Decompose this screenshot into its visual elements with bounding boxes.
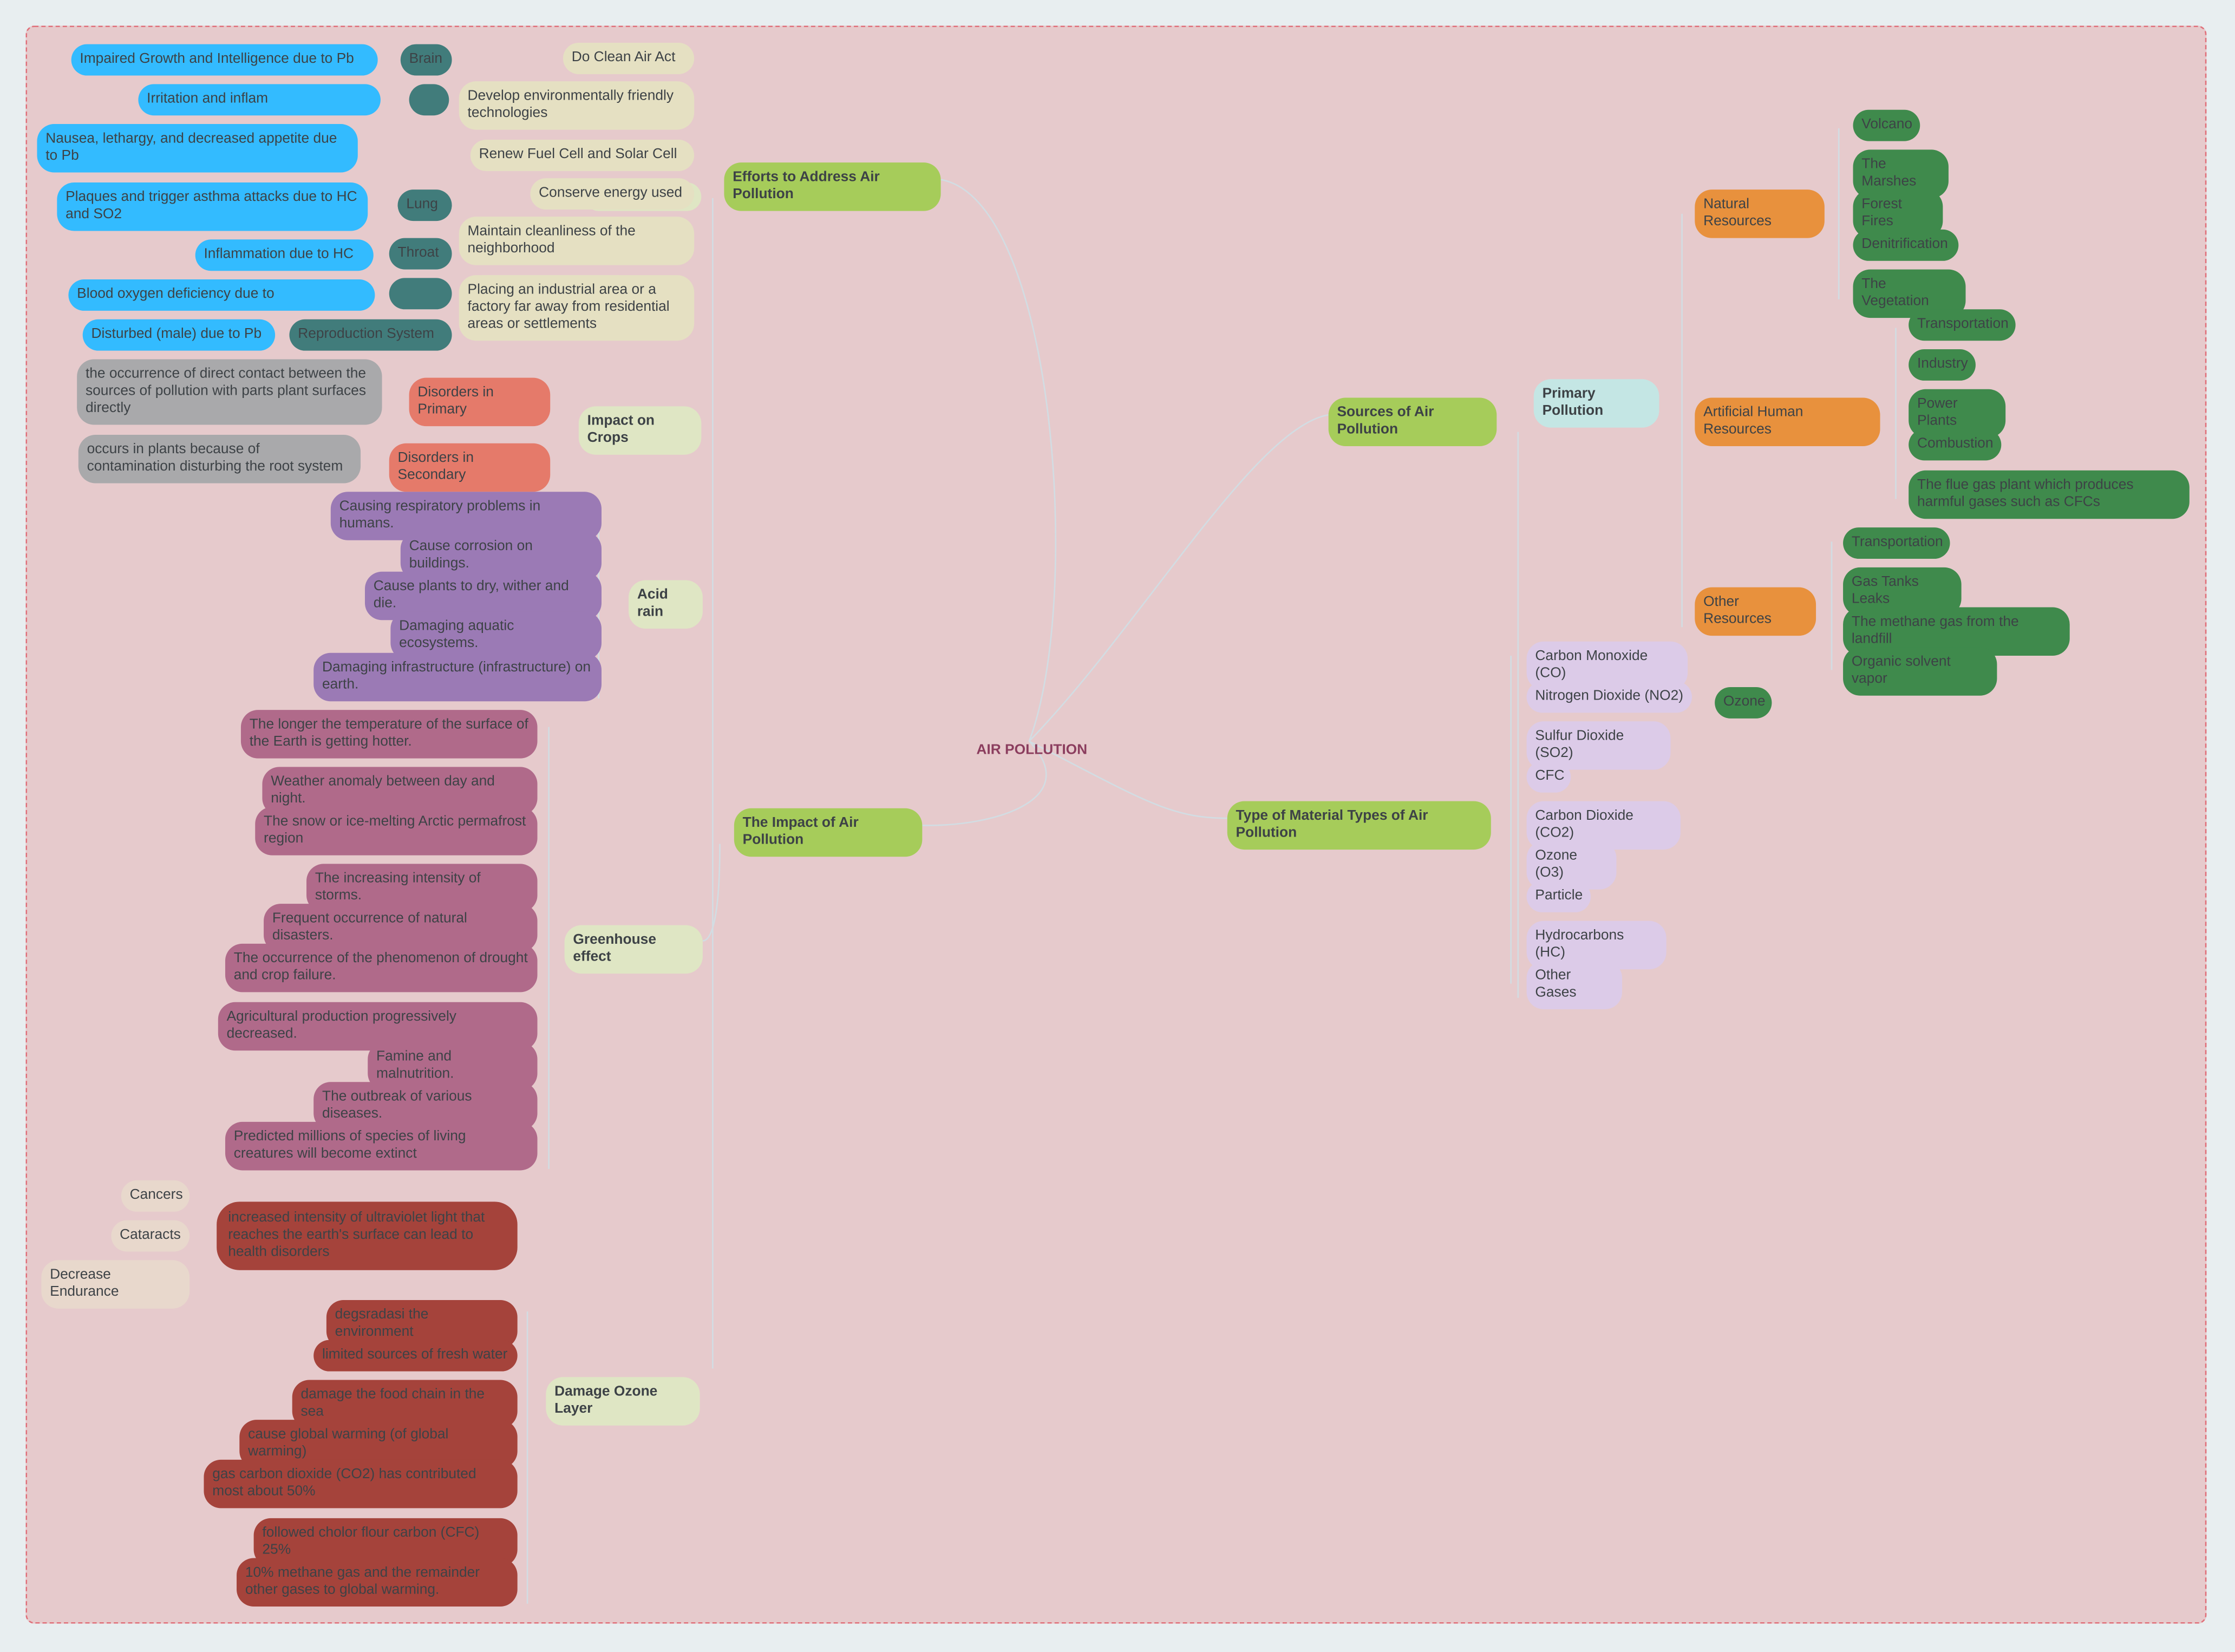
crop-desc-node[interactable]: the occurrence of direct contact between… [77, 359, 382, 425]
greenhouse-item[interactable]: The snow or ice-melting Arctic permafros… [255, 807, 538, 856]
organ-node-brain[interactable]: Brain [400, 44, 452, 76]
health-effect-node[interactable]: Plaques and trigger asthma attacks due t… [57, 182, 368, 231]
acid-rain-item[interactable]: Damaging aquatic ecosystems. [390, 611, 602, 660]
health-effect-node[interactable]: Irritation and inflam [138, 84, 381, 116]
effort-node[interactable]: Conserve energy used [530, 178, 695, 210]
organ-node-reproduction[interactable]: Reproduction System [289, 319, 452, 351]
uv-node[interactable]: increased intensity of ultraviolet light… [217, 1202, 518, 1270]
organ-node[interactable] [409, 84, 449, 116]
natural-item[interactable]: The Marshes [1853, 149, 1949, 198]
ozone-type-child[interactable]: Ozone [1715, 687, 1772, 719]
artificial-item[interactable]: Combustion [1909, 429, 2002, 461]
artificial-item[interactable]: Industry [1909, 349, 1976, 381]
organ-node-lung[interactable]: Lung [397, 190, 452, 221]
type-item[interactable]: CFC [1526, 761, 1571, 793]
effort-node[interactable]: Placing an industrial area or a factory … [459, 275, 695, 341]
natural-item[interactable]: Volcano [1853, 109, 1920, 141]
organ-node-throat[interactable]: Throat [389, 238, 452, 270]
greenhouse-branch-node[interactable]: Greenhouse effect [564, 925, 703, 974]
artificial-item[interactable]: Transportation [1909, 309, 2016, 341]
primary-pollution-node[interactable]: Primary Pollution [1533, 379, 1659, 428]
ozone-item[interactable]: limited sources of fresh water [313, 1340, 518, 1372]
health-effect-node[interactable]: Nausea, lethargy, and decreased appetite… [37, 124, 358, 173]
types-branch-node[interactable]: Type of Material Types of Air Pollution [1227, 801, 1491, 850]
greenhouse-item[interactable]: Predicted millions of species of living … [225, 1121, 538, 1171]
uv-effect-node[interactable]: Decrease Endurance [41, 1260, 190, 1309]
other-item[interactable]: Transportation [1843, 527, 1950, 559]
ozone-branch-node[interactable]: Damage Ozone Layer [546, 1377, 700, 1426]
artificial-item[interactable]: The flue gas plant which produces harmfu… [1909, 470, 2190, 519]
efforts-branch-node[interactable]: Efforts to Address Air Pollution [724, 162, 941, 211]
artificial-resources-node[interactable]: Artificial Human Resources [1695, 397, 1880, 447]
crop-primary-node[interactable]: Disorders in Primary [409, 377, 551, 427]
natural-item[interactable]: Denitrification [1853, 229, 1959, 261]
effort-node[interactable]: Maintain cleanliness of the neighborhood [459, 217, 695, 265]
effort-node[interactable]: Do Clean Air Act [563, 42, 695, 74]
other-item[interactable]: Organic solvent vapor [1843, 647, 1997, 696]
effort-node[interactable]: Develop environmentally friendly technol… [459, 81, 695, 130]
type-item[interactable]: Other Gases [1526, 961, 1623, 1009]
crop-desc-node[interactable]: occurs in plants because of contaminatio… [78, 434, 361, 484]
impact-branch-node[interactable]: The Impact of Air Pollution [734, 808, 923, 857]
natural-resources-node[interactable]: Natural Resources [1695, 190, 1825, 238]
effort-node[interactable]: Renew Fuel Cell and Solar Cell [470, 140, 695, 171]
ozone-item[interactable]: 10% methane gas and the remainder other … [237, 1558, 518, 1607]
uv-effect-node[interactable]: Cataracts [111, 1220, 190, 1252]
type-item[interactable]: Particle [1526, 881, 1591, 912]
health-effect-node[interactable]: Disturbed (male) due to Pb [82, 319, 276, 351]
central-topic[interactable]: AIR POLLUTION [976, 742, 1088, 759]
uv-effect-node[interactable]: Cancers [121, 1180, 190, 1212]
organ-node[interactable] [389, 278, 452, 310]
other-resources-node[interactable]: Other Resources [1695, 587, 1816, 636]
ozone-item[interactable]: gas carbon dioxide (CO2) has contributed… [204, 1459, 518, 1509]
health-effect-node[interactable]: Impaired Growth and Intelligence due to … [71, 44, 378, 76]
greenhouse-item[interactable]: The occurrence of the phenomenon of drou… [225, 943, 538, 992]
greenhouse-item[interactable]: The longer the temperature of the surfac… [240, 710, 538, 759]
health-effect-node[interactable]: Blood oxygen deficiency due to [68, 279, 375, 311]
type-item[interactable]: Nitrogen Dioxide (NO2) [1526, 681, 1692, 713]
acid-rain-branch-node[interactable]: Acid rain [629, 580, 703, 629]
acid-rain-item[interactable]: Damaging infrastructure (infrastructure)… [313, 652, 602, 702]
crop-secondary-node[interactable]: Disorders in Secondary [389, 443, 551, 492]
crops-branch-node[interactable]: Impact on Crops [578, 406, 702, 455]
sources-branch-node[interactable]: Sources of Air Pollution [1328, 397, 1497, 447]
health-effect-node[interactable]: Inflammation due to HC [195, 239, 374, 271]
